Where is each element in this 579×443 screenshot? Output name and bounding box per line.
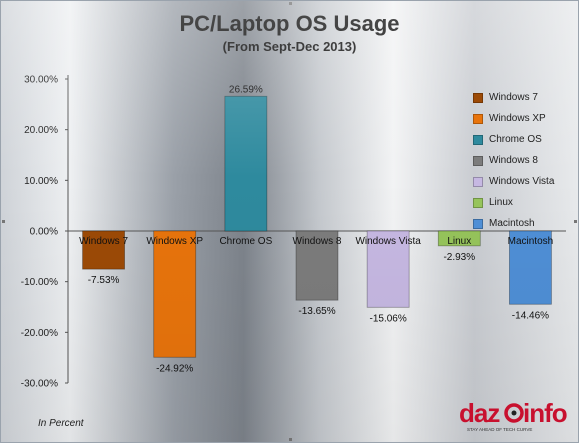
bar-windows-7 [82, 230, 125, 270]
legend-label: Linux [489, 197, 513, 208]
svg-text:daz: daz [459, 398, 500, 428]
dazeinfo-logo: daz info STAY AHEAD OF TECH CURVE [459, 398, 568, 432]
data-label: -13.65% [298, 306, 335, 317]
category-label: Windows 8 [293, 236, 342, 247]
y-tick-label: 10.00% [24, 176, 58, 187]
legend-label: Windows 8 [489, 155, 538, 166]
data-label: -24.92% [156, 363, 193, 374]
y-tick-label: 0.00% [30, 227, 58, 238]
bar-chrome-os [224, 95, 268, 232]
category-label: Windows XP [146, 236, 203, 247]
legend-item: Windows 8 [473, 150, 554, 171]
bar-windows-xp [153, 230, 197, 358]
legend-swatch [473, 176, 483, 187]
chart-subtitle: (From Sept-Dec 2013) [222, 39, 357, 54]
category-label: Windows 7 [79, 236, 128, 247]
y-tick-label: -10.00% [21, 277, 58, 288]
legend-item: Chrome OS [473, 129, 554, 150]
y-tick-label: -30.00% [21, 379, 58, 390]
category-label: Macintosh [508, 236, 554, 247]
bar-linux [437, 230, 481, 247]
legend-item: Windows 7 [473, 87, 554, 108]
svg-text:STAY AHEAD OF TECH CURVE: STAY AHEAD OF TECH CURVE [467, 427, 532, 432]
bar-windows-8 [295, 230, 339, 301]
chart-title: PC/Laptop OS Usage [179, 11, 400, 36]
legend-swatch [473, 92, 483, 103]
legend-item: Windows XP [473, 108, 554, 129]
legend-swatch [473, 113, 483, 124]
data-label: -15.06% [370, 313, 407, 324]
bar-windows-vista [366, 230, 410, 308]
data-label: -2.93% [443, 252, 475, 263]
y-tick-label: 30.00% [24, 75, 58, 86]
resize-handle-top[interactable] [289, 2, 292, 5]
category-label: Windows Vista [355, 236, 421, 247]
legend-label: Windows Vista [489, 176, 555, 187]
category-label: Linux [447, 236, 471, 247]
legend-item: Windows Vista [473, 171, 554, 192]
footnote: In Percent [38, 418, 84, 429]
legend-label: Windows 7 [489, 92, 538, 103]
legend-item: Linux [473, 192, 554, 213]
data-label: -7.53% [88, 275, 120, 286]
y-tick-label: -20.00% [21, 328, 58, 339]
legend-label: Windows XP [489, 113, 546, 124]
legend-item: Macintosh [473, 213, 554, 234]
data-label: 26.59% [229, 84, 263, 95]
bar-macintosh [509, 230, 552, 305]
legend-label: Macintosh [489, 218, 535, 229]
legend-swatch [473, 134, 483, 145]
resize-handle-bottom[interactable] [289, 438, 292, 441]
resize-handle-right[interactable] [574, 220, 577, 223]
y-tick-label: 20.00% [24, 125, 58, 136]
legend-label: Chrome OS [489, 134, 542, 145]
legend-swatch [473, 218, 483, 229]
data-label: -14.46% [512, 310, 549, 321]
legend-swatch [473, 197, 483, 208]
legend-swatch [473, 155, 483, 166]
resize-handle-left[interactable] [2, 220, 5, 223]
chart-legend: Windows 7 Windows XP Chrome OS Windows 8 Win… [473, 87, 554, 234]
svg-text:info: info [523, 398, 567, 428]
category-label: Chrome OS [219, 236, 272, 247]
